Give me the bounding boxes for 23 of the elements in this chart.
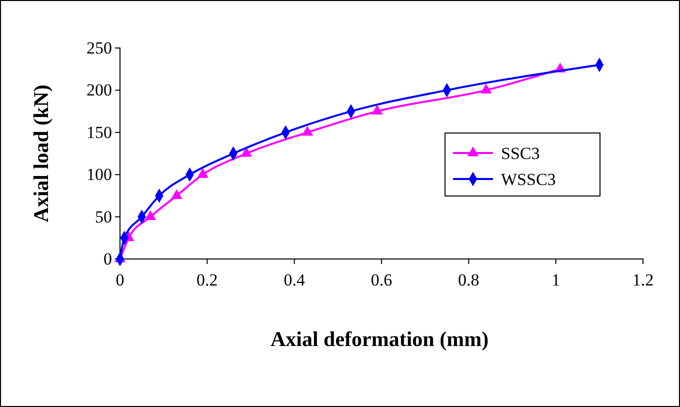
y-axis-title: Axial load (kN) (29, 84, 53, 222)
legend-label: WSSC3 (501, 170, 556, 189)
y-tick-label: 0 (104, 249, 112, 268)
y-tick-label: 100 (86, 165, 112, 184)
point (171, 189, 182, 199)
x-tick-label: 0.8 (458, 270, 480, 290)
x-tick-label: 0 (116, 270, 124, 290)
x-tick-label: 0.4 (284, 270, 306, 290)
x-axis-title: Axial deformation (mm) (270, 327, 489, 351)
y-tick-label: 250 (86, 38, 112, 58)
y-tick-label: 150 (86, 122, 112, 142)
point (197, 168, 208, 178)
x-tick-label: 0.6 (370, 270, 392, 290)
point (480, 84, 492, 94)
point (144, 210, 156, 220)
y-tick-label: 50 (95, 207, 112, 226)
y-tick-label: 200 (86, 80, 112, 100)
point (302, 126, 314, 136)
x-tick-label: 1 (552, 270, 560, 290)
point (372, 104, 383, 115)
x-tick-label: 1.2 (632, 270, 654, 290)
x-tick-label: 0.2 (196, 270, 218, 290)
legend-label: SSC3 (501, 144, 540, 163)
